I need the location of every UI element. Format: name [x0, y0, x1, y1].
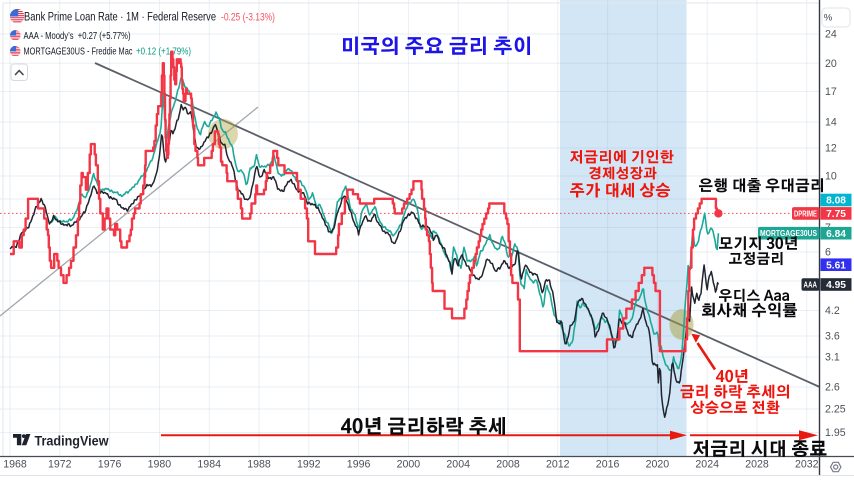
svg-text:6: 6: [825, 247, 831, 259]
svg-text:4.95: 4.95: [826, 280, 846, 291]
svg-text:2004: 2004: [446, 459, 470, 471]
svg-text:6.84: 6.84: [826, 229, 846, 240]
svg-text:-0.25 (-3.13%): -0.25 (-3.13%): [221, 12, 275, 24]
svg-text:14: 14: [825, 117, 837, 129]
svg-text:AAA: AAA: [804, 280, 818, 290]
svg-text:MORTGAGE30US: MORTGAGE30US: [760, 228, 817, 238]
svg-text:2008: 2008: [496, 459, 520, 471]
svg-text:2032: 2032: [795, 459, 819, 471]
svg-text:17: 17: [825, 86, 837, 98]
svg-text:+0.12 (+1.79%): +0.12 (+1.79%): [136, 47, 191, 58]
svg-text:2.6: 2.6: [825, 382, 840, 394]
svg-text:1972: 1972: [48, 459, 72, 471]
svg-text:AAA - Moody’s +0.27 (+5.77%): AAA - Moody’s +0.27 (+5.77%): [24, 31, 131, 42]
svg-text:2.25: 2.25: [825, 404, 846, 416]
svg-text:3.1: 3.1: [825, 352, 840, 364]
svg-text:2000: 2000: [397, 459, 421, 471]
svg-text:2024: 2024: [695, 459, 719, 471]
svg-text:10: 10: [825, 171, 837, 183]
svg-text:1988: 1988: [247, 459, 271, 471]
svg-text:4.2: 4.2: [825, 305, 840, 317]
svg-text:1980: 1980: [148, 459, 172, 471]
svg-text:1976: 1976: [98, 459, 122, 471]
svg-text:%: %: [824, 12, 833, 23]
svg-text:7.75: 7.75: [826, 209, 846, 220]
svg-text:8.08: 8.08: [826, 196, 846, 207]
svg-text:Bank Prime Loan Rate · 1M · Fe: Bank Prime Loan Rate · 1M · Federal Rese…: [24, 10, 216, 24]
svg-text:24: 24: [825, 29, 837, 41]
svg-text:3.6: 3.6: [825, 331, 840, 343]
svg-text:1.95: 1.95: [825, 427, 846, 439]
svg-text:MORTGAGE30US - Freddie Mac: MORTGAGE30US - Freddie Mac: [24, 47, 133, 58]
svg-text:DPRIME: DPRIME: [794, 208, 817, 218]
svg-text:2020: 2020: [646, 459, 670, 471]
svg-text:2012: 2012: [546, 459, 570, 471]
svg-text:2016: 2016: [596, 459, 620, 471]
svg-text:5.61: 5.61: [826, 260, 846, 271]
svg-text:1996: 1996: [347, 459, 371, 471]
svg-text:20: 20: [825, 58, 837, 70]
svg-text:1984: 1984: [197, 459, 221, 471]
svg-text:TradingView: TradingView: [35, 434, 110, 449]
svg-text:2028: 2028: [745, 459, 769, 471]
svg-text:12: 12: [825, 143, 837, 155]
svg-text:1992: 1992: [297, 459, 321, 471]
svg-text:1968: 1968: [3, 459, 27, 471]
